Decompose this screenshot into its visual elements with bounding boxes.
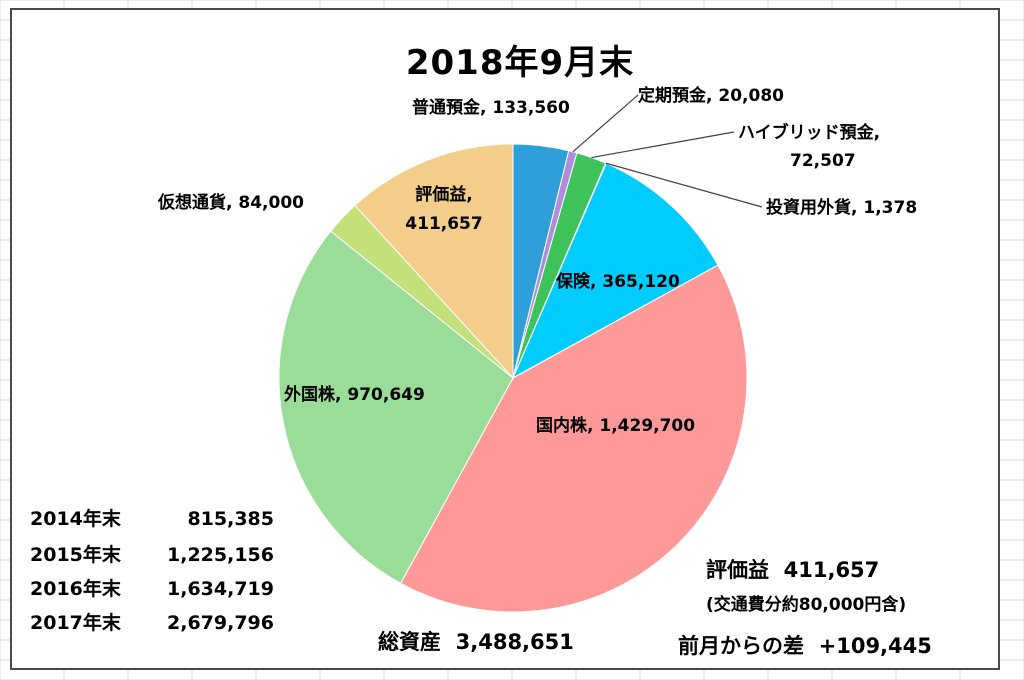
pie-slice — [511, 162, 719, 380]
monthly-difference-label: 前月からの差 — [678, 634, 804, 658]
total-assets-label: 総資産 — [378, 630, 441, 654]
slice-label: 定期預金, 20,080 — [638, 85, 784, 106]
yearly-value: 1,634,719 — [167, 578, 274, 600]
valuation-gain-value: 411,657 — [783, 558, 880, 582]
slice-label: 仮想通貨, 84,000 — [157, 192, 304, 213]
yearly-value: 1,225,156 — [167, 544, 274, 566]
monthly-difference: 前月からの差 +109,445 — [678, 630, 932, 660]
slice-value-label: 411,657 — [405, 214, 482, 234]
chart-title: 2018年9月末 — [406, 43, 634, 83]
yearly-row: 2015年末 1,225,156 — [30, 540, 274, 567]
valuation-gain: 評価益 411,657 — [706, 554, 879, 584]
leader-line — [591, 131, 735, 159]
slice-label: 国内株, 1,429,700 — [536, 415, 695, 436]
slice-label: 保険, 365,120 — [555, 271, 680, 292]
pie-slice — [399, 264, 748, 613]
total-assets: 総資産 3,488,651 — [378, 626, 574, 656]
yearly-row: 2016年末 1,634,719 — [30, 574, 274, 601]
slice-label: 普通預金, 133,560 — [412, 97, 570, 118]
leader-line — [572, 94, 639, 153]
yearly-row: 2014年末 815,385 — [30, 504, 274, 531]
monthly-difference-value: +109,445 — [818, 634, 932, 658]
valuation-gain-label: 評価益 — [706, 558, 769, 582]
yearly-year: 2017年末 — [30, 612, 121, 634]
yearly-year: 2014年末 — [30, 508, 121, 530]
slice-value-label: 72,507 — [790, 151, 856, 171]
yearly-year: 2016年末 — [30, 578, 121, 600]
yearly-value: 815,385 — [187, 508, 274, 530]
total-assets-value: 3,488,651 — [455, 630, 574, 654]
valuation-gain-note: (交通費分約80,000円含) — [706, 595, 907, 615]
slice-label: ハイブリッド預金, — [738, 122, 880, 143]
pie-slice — [278, 230, 514, 584]
yearly-year: 2015年末 — [30, 544, 121, 566]
slice-label: 外国株, 970,649 — [284, 384, 425, 405]
leader-line — [605, 162, 763, 208]
slice-label: 評価益, — [415, 184, 472, 205]
slice-label: 投資用外貨, 1,378 — [766, 197, 917, 218]
yearly-value: 2,679,796 — [167, 612, 274, 634]
yearly-row: 2017年末 2,679,796 — [30, 608, 274, 635]
pie-slice — [354, 143, 514, 380]
